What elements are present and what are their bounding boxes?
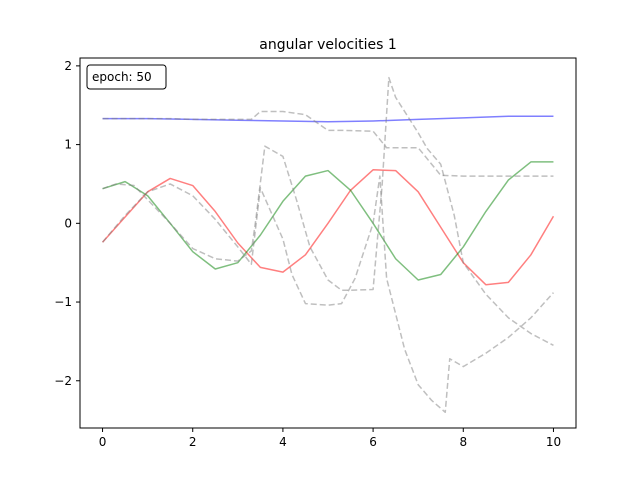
solid-series-line-1	[101, 169, 555, 286]
y-tick-label: 1	[64, 138, 72, 152]
x-tick-label: 2	[189, 435, 197, 449]
y-tick-label: −2	[54, 374, 72, 388]
x-axis: 0 2 4 6 8 10	[99, 428, 561, 449]
dashed-series-line-3	[102, 110, 554, 177]
series-layer	[101, 76, 555, 414]
epoch-annotation-text: epoch: 50	[92, 70, 152, 84]
x-tick-label: 8	[459, 435, 467, 449]
x-tick-label: 0	[99, 435, 107, 449]
y-tick-label: −1	[54, 295, 72, 309]
chart-title: angular velocities 1	[259, 37, 396, 53]
plot-frame	[79, 57, 577, 429]
y-tick-label: 0	[64, 216, 72, 230]
y-tick-label: 2	[64, 59, 72, 73]
dashed-series-line-5	[101, 175, 555, 414]
y-axis: 2 1 0 −1 −2	[54, 59, 80, 388]
x-tick-label: 10	[546, 435, 561, 449]
x-tick-label: 6	[369, 435, 377, 449]
epoch-annotation: epoch: 50	[86, 64, 167, 90]
solid-series-line-2	[102, 161, 554, 281]
x-tick-label: 4	[279, 435, 287, 449]
dashed-series-line-4	[102, 76, 554, 347]
epoch-annotation-box	[86, 64, 167, 90]
